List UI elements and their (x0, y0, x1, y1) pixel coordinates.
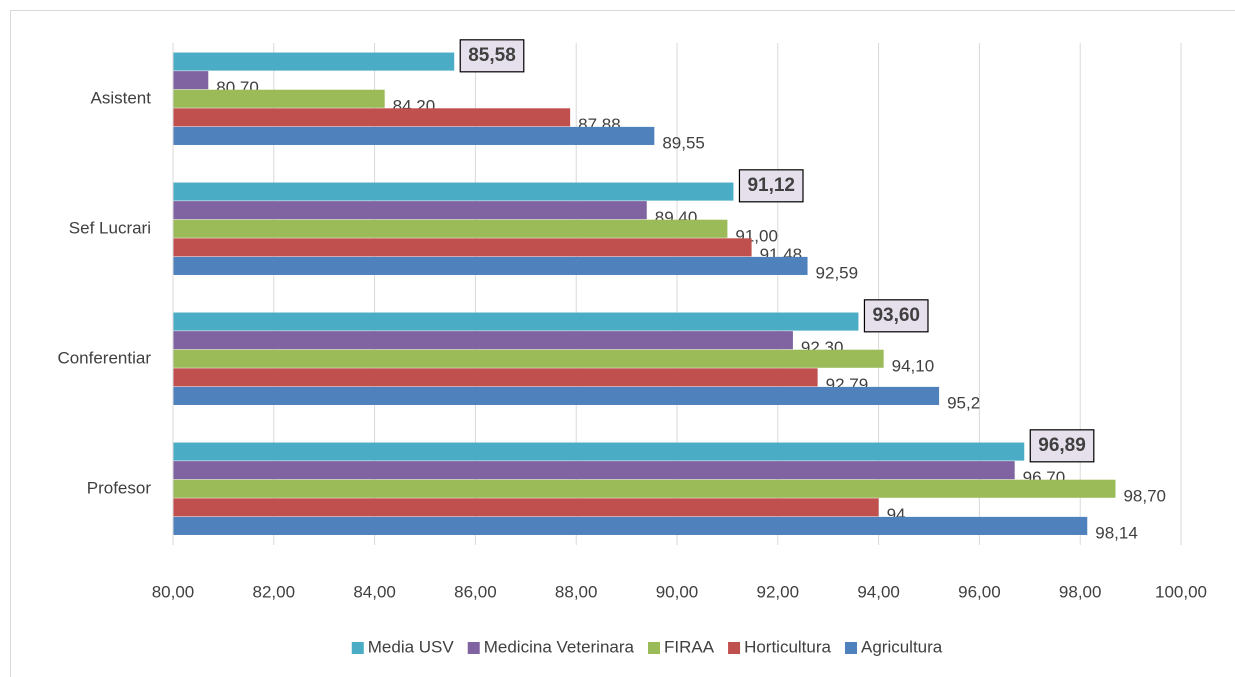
legend-label: Horticultura (744, 637, 831, 656)
legend-swatch (467, 642, 480, 654)
value-label: 98,70 (1123, 486, 1166, 505)
value-label-box (459, 39, 525, 73)
bar (173, 349, 884, 368)
legend-label: Agricultura (861, 637, 943, 656)
bar (173, 442, 1025, 461)
bar (173, 126, 655, 145)
bar (173, 312, 859, 331)
x-tick-label: 86,00 (454, 582, 497, 601)
bar (173, 219, 728, 238)
legend-swatch (351, 642, 364, 654)
bar (173, 89, 385, 108)
legend-label: FIRAA (664, 637, 715, 656)
bar (173, 368, 818, 387)
x-tick-label: 94,00 (857, 582, 900, 601)
x-tick-label: 88,00 (555, 582, 598, 601)
bar (173, 182, 734, 201)
value-label-box (738, 169, 804, 203)
bar (173, 516, 1088, 535)
y-tick-label: Profesor (87, 478, 152, 497)
legend-label: Medicina Veterinara (484, 637, 635, 656)
value-label: 98,14 (1095, 524, 1138, 543)
value-label: 91,12 (747, 175, 795, 196)
legend-swatch (844, 642, 857, 654)
bar (173, 256, 808, 275)
legend-label: Media USV (368, 637, 455, 656)
bar (173, 461, 1015, 480)
x-tick-label: 98,00 (1059, 582, 1102, 601)
x-tick-label: 96,00 (958, 582, 1001, 601)
bar (173, 331, 793, 350)
value-label: 94,10 (892, 356, 935, 375)
x-tick-label: 90,00 (656, 582, 699, 601)
y-tick-label: Sef Lucrari (69, 218, 151, 237)
value-label-box (863, 299, 929, 333)
x-tick-label: 80,00 (152, 582, 195, 601)
bar (173, 201, 647, 220)
bar (173, 108, 571, 127)
value-label: 85,58 (468, 45, 516, 66)
legend: Media USV Medicina Veterinara FIRAA Horticu… (351, 637, 943, 656)
legend-swatch (728, 642, 741, 654)
value-label: 89,55 (662, 134, 705, 153)
bar (173, 479, 1116, 498)
legend-swatch (648, 642, 660, 654)
value-label: 95,2 (947, 394, 980, 413)
y-tick-label: Conferentiar (57, 348, 151, 367)
bar (173, 386, 940, 405)
value-label: 93,60 (872, 305, 920, 326)
x-tick-label: 100,00 (1155, 582, 1207, 601)
x-tick-label: 92,00 (757, 582, 800, 601)
y-tick-label: Asistent (91, 88, 152, 107)
bar (173, 71, 209, 90)
bar (173, 238, 752, 257)
x-tick-label: 84,00 (353, 582, 396, 601)
value-label-box (1029, 429, 1095, 463)
value-label: 92,59 (816, 264, 859, 283)
bar (173, 52, 455, 71)
bar (173, 498, 879, 517)
x-tick-label: 82,00 (253, 582, 296, 601)
value-label: 96,89 (1038, 435, 1086, 456)
